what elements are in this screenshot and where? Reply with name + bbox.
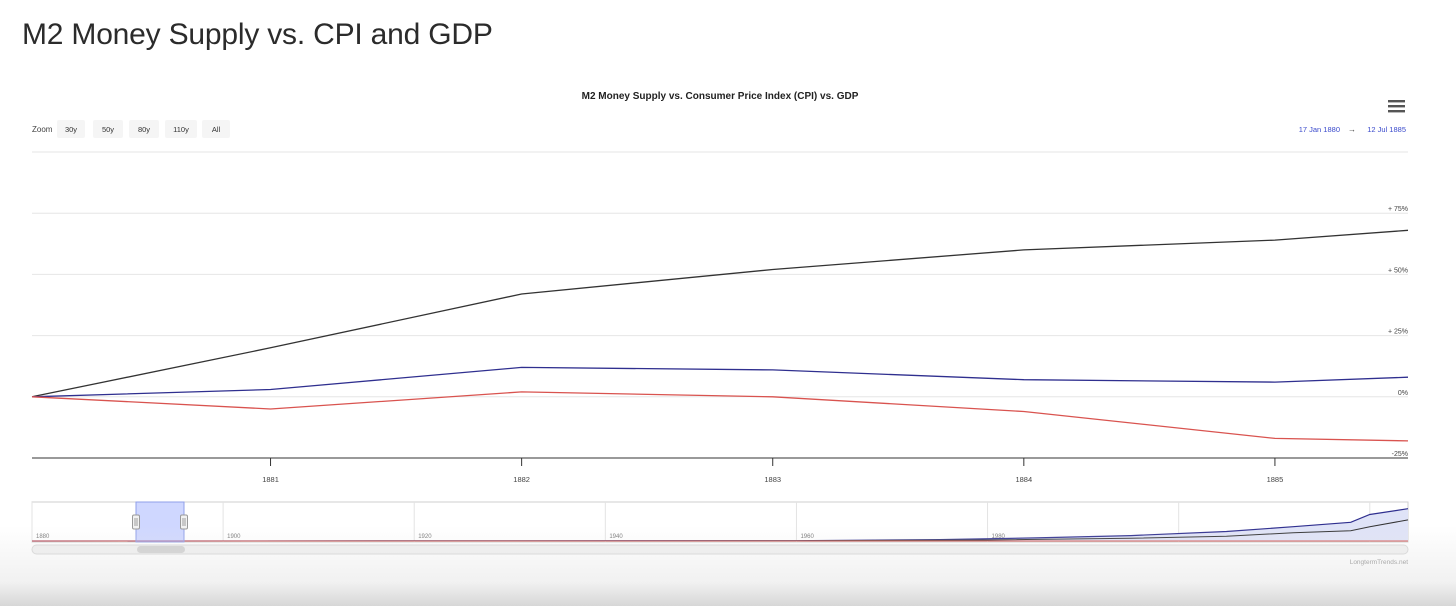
y-tick-label: + 50% bbox=[1388, 267, 1408, 274]
x-axis: 1881 1882 1883 1884 1885 bbox=[32, 457, 1408, 484]
navigator-handle-right[interactable] bbox=[180, 514, 188, 530]
range-from[interactable]: 17 Jan 1880 bbox=[1299, 125, 1340, 134]
range-to[interactable]: 12 Jul 1885 bbox=[1367, 125, 1406, 134]
x-tick-label: 1883 bbox=[764, 475, 781, 484]
x-tick-label: 1881 bbox=[262, 475, 279, 484]
credit-label[interactable]: LongtermTrends.net bbox=[1350, 559, 1408, 566]
navigator-tick-label: 1880 bbox=[36, 534, 50, 540]
zoom-button-label: 110y bbox=[173, 125, 189, 134]
y-axis-ticks: -25% 0% + 25% + 50% + 75% bbox=[1388, 206, 1408, 458]
series-line-2 bbox=[31, 391, 1409, 442]
scrollbar-thumb[interactable] bbox=[137, 546, 185, 553]
series-line-0 bbox=[31, 229, 1409, 398]
x-tick-label: 1882 bbox=[513, 475, 530, 484]
series-line-1 bbox=[31, 366, 1409, 398]
navigator-tick-label: 1960 bbox=[800, 534, 814, 540]
chart-title: M2 Money Supply vs. Consumer Price Index… bbox=[582, 91, 859, 102]
zoom-button-110y[interactable]: 110y bbox=[165, 120, 197, 138]
x-tick-label: 1884 bbox=[1015, 475, 1032, 484]
navigator-tick-label: 1900 bbox=[227, 534, 241, 540]
page-title: M2 Money Supply vs. CPI and GDP bbox=[22, 18, 493, 51]
x-tick-label: 1885 bbox=[1267, 475, 1284, 484]
navigator-tick-label: 1920 bbox=[418, 534, 432, 540]
y-tick-label: -25% bbox=[1392, 451, 1408, 458]
zoom-button-30y[interactable]: 30y bbox=[57, 120, 85, 138]
zoom-button-label: 80y bbox=[138, 125, 150, 134]
range-arrow: → bbox=[1348, 125, 1356, 134]
zoom-button-label: 50y bbox=[102, 125, 114, 134]
zoom-label: Zoom bbox=[32, 125, 53, 134]
scrollbar-track[interactable] bbox=[31, 544, 1409, 555]
grid-lines bbox=[32, 151, 1408, 459]
navigator-handle-left[interactable] bbox=[132, 514, 140, 530]
y-tick-label: + 75% bbox=[1388, 206, 1408, 213]
zoom-button-All[interactable]: All bbox=[202, 120, 230, 138]
zoom-button-80y[interactable]: 80y bbox=[129, 120, 159, 138]
series-lines bbox=[31, 229, 1409, 442]
navigator-selection[interactable] bbox=[135, 501, 185, 543]
y-tick-label: 0% bbox=[1398, 390, 1408, 397]
y-tick-label: + 25% bbox=[1388, 329, 1408, 336]
navigator-tick-label: 1940 bbox=[609, 534, 623, 540]
zoom-button-group: 30y 50y 80y 110y All bbox=[57, 120, 230, 138]
hamburger-menu-icon[interactable] bbox=[1382, 96, 1412, 118]
navigator[interactable]: 18801900192019401960198020002020 bbox=[31, 501, 1409, 555]
zoom-button-50y[interactable]: 50y bbox=[93, 120, 123, 138]
zoom-button-label: 30y bbox=[65, 125, 77, 134]
zoom-button-label: All bbox=[212, 125, 221, 134]
